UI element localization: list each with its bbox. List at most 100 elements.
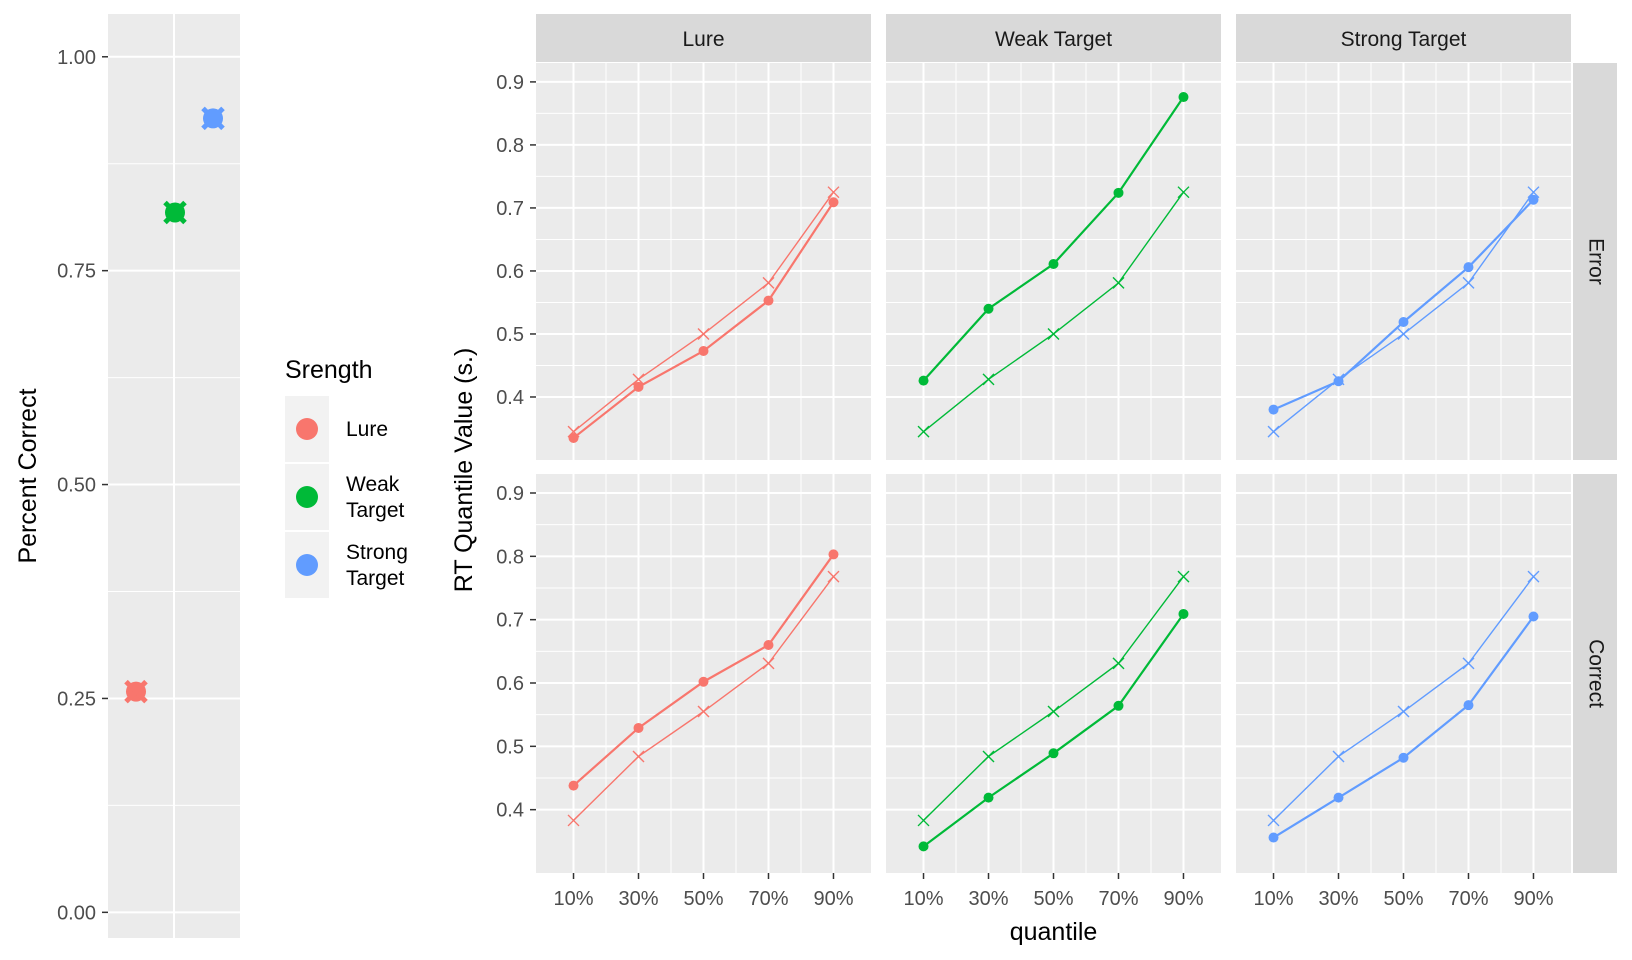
left-y-tick-label: 0.75 <box>57 261 96 283</box>
predicted-cross-correct-lure-stroke-b <box>827 570 840 583</box>
predicted-cross-error-weak-target <box>917 425 930 438</box>
left-y-tick-label: 1.00 <box>57 47 96 69</box>
predicted-cross-error-strong-target-stroke-b <box>1267 425 1280 438</box>
column-strip-label: Lure <box>682 28 724 51</box>
observed-point-correct-weak-target <box>1048 748 1059 759</box>
y-tick-label: 0.7 <box>496 610 524 632</box>
y-tick-label: 0.6 <box>496 673 524 695</box>
x-tick-label: 70% <box>1098 888 1138 910</box>
observed-point-correct-lure <box>698 676 709 687</box>
predicted-cross-error-lure <box>827 186 840 199</box>
x-tick-label: 10% <box>1254 888 1294 910</box>
observed-point-correct-lure <box>633 722 644 733</box>
predicted-cross-strong-target-stroke-b <box>201 106 225 131</box>
observed-point-correct-strong-target <box>1333 792 1344 803</box>
predicted-cross-error-strong-target-stroke-b <box>1397 327 1410 340</box>
predicted-cross-error-lure <box>632 373 645 386</box>
column-strip <box>1236 14 1571 62</box>
observed-point-error-lure <box>763 295 774 306</box>
observed-point-error-strong-target <box>1268 404 1279 415</box>
predicted-cross-correct-lure-stroke-b <box>697 705 710 718</box>
y-tick-label: 0.5 <box>496 736 524 758</box>
predicted-cross-error-lure <box>697 327 710 340</box>
predicted-cross-correct-lure-stroke-b <box>567 814 580 827</box>
predicted-cross-correct-strong-target-stroke-b <box>1332 750 1345 763</box>
observed-point-error-lure <box>633 381 644 392</box>
y-tick-label: 0.9 <box>496 72 524 94</box>
column-strip-label: Strong Target <box>1341 28 1467 51</box>
facet-panel-correct-strong-target <box>1236 474 1571 873</box>
column-strip-label: Weak Target <box>995 28 1112 51</box>
observed-point-correct-lure <box>828 549 839 560</box>
predicted-cross-correct-strong-target-stroke-b <box>1462 657 1475 670</box>
x-tick-label: 70% <box>1448 888 1488 910</box>
facet-panel-error-lure <box>536 63 871 460</box>
predicted-cross-correct-weak-target-stroke-b <box>917 814 930 827</box>
predicted-cross-strong-target <box>201 106 225 131</box>
facet-panel-correct-lure <box>536 474 871 873</box>
legend-key-strong-target <box>296 554 318 576</box>
legend-label-line: Target <box>346 567 405 590</box>
predicted-cross-error-weak-target <box>1177 186 1190 199</box>
y-tick-label: 0.7 <box>496 198 524 220</box>
predicted-cross-correct-strong-target <box>1332 750 1345 763</box>
observed-point-correct-weak-target <box>918 841 929 852</box>
predicted-cross-correct-weak-target-stroke-b <box>982 750 995 763</box>
observed-point-correct-weak-target <box>1113 700 1124 711</box>
predicted-cross-error-strong-target-stroke-b <box>1462 276 1475 289</box>
predicted-cross-error-strong-target <box>1462 276 1475 289</box>
predicted-cross-error-weak-target <box>1047 327 1060 340</box>
x-tick-label: 90% <box>813 888 853 910</box>
predicted-cross-correct-strong-target <box>1267 814 1280 827</box>
predicted-cross-error-weak-target-stroke-b <box>1047 327 1060 340</box>
observed-point-error-weak-target <box>1048 259 1059 270</box>
predicted-cross-correct-strong-target <box>1462 657 1475 670</box>
predicted-cross-lure <box>124 679 148 704</box>
observed-point-error-lure <box>698 345 709 356</box>
predicted-cross-correct-lure <box>632 750 645 763</box>
predicted-cross-error-weak-target-stroke-b <box>1177 186 1190 199</box>
observed-point-error-lure <box>568 432 579 443</box>
predicted-cross-error-weak-target-stroke-b <box>1112 276 1125 289</box>
x-tick-label: 50% <box>1033 888 1073 910</box>
y-axis-title: RT Quantile Value (s.) <box>450 348 478 593</box>
predicted-cross-correct-lure-stroke-b <box>762 657 775 670</box>
observed-point-error-strong-target <box>1398 316 1409 327</box>
observed-point-error-strong-target <box>1333 376 1344 387</box>
x-tick-label: 90% <box>1513 888 1553 910</box>
facet-panel-correct-weak-target <box>886 474 1221 873</box>
legend-key-weak-target <box>296 486 318 508</box>
observed-point-error-strong-target <box>1463 262 1474 273</box>
row-strip-label: Error <box>1584 238 1607 285</box>
predicted-cross-correct-strong-target-stroke-b <box>1267 814 1280 827</box>
predicted-cross-correct-lure <box>697 705 710 718</box>
predicted-cross-error-lure <box>762 276 775 289</box>
predicted-cross-error-strong-target <box>1527 186 1540 199</box>
predicted-cross-correct-weak-target <box>1112 657 1125 670</box>
predicted-cross-error-lure-stroke-b <box>762 276 775 289</box>
predicted-cross-lure-stroke-b <box>124 679 148 704</box>
legend-title: Srength <box>285 356 373 384</box>
predicted-cross-error-strong-target-stroke-b <box>1527 186 1540 199</box>
predicted-cross-correct-weak-target-stroke-b <box>1177 570 1190 583</box>
predicted-cross-correct-strong-target <box>1397 705 1410 718</box>
predicted-cross-correct-lure <box>567 814 580 827</box>
predicted-cross-weak-target-stroke-b <box>163 200 187 225</box>
x-axis-title: quantile <box>1010 918 1098 946</box>
observed-point-correct-strong-target <box>1268 832 1279 843</box>
predicted-cross-error-weak-target-stroke-b <box>917 425 930 438</box>
predicted-cross-error-lure-stroke-b <box>632 373 645 386</box>
row-strip <box>1573 474 1617 873</box>
x-tick-label: 50% <box>1383 888 1423 910</box>
x-tick-label: 90% <box>1163 888 1203 910</box>
legend-key-lure <box>296 418 318 440</box>
y-tick-label: 0.8 <box>496 135 524 157</box>
predicted-cross-correct-strong-target <box>1527 570 1540 583</box>
y-tick-label: 0.8 <box>496 546 524 568</box>
predicted-cross-correct-weak-target <box>1047 705 1060 718</box>
legend-label-line: Weak <box>346 473 400 496</box>
predicted-cross-correct-weak-target <box>982 750 995 763</box>
predicted-cross-correct-weak-target <box>917 814 930 827</box>
predicted-cross-error-strong-target <box>1397 327 1410 340</box>
